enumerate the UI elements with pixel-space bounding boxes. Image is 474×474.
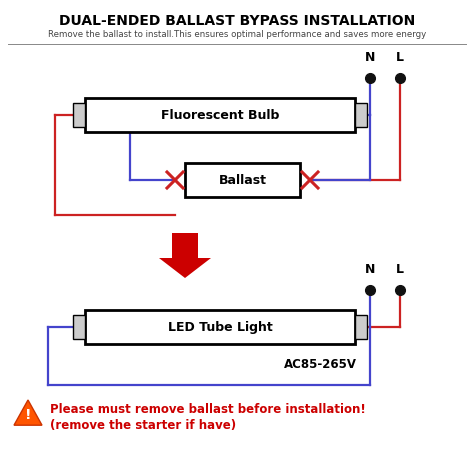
FancyBboxPatch shape bbox=[355, 315, 367, 339]
FancyBboxPatch shape bbox=[73, 103, 85, 127]
FancyBboxPatch shape bbox=[85, 310, 355, 344]
Text: Remove the ballast to install.This ensures optimal performance and saves more en: Remove the ballast to install.This ensur… bbox=[48, 30, 426, 39]
FancyBboxPatch shape bbox=[85, 98, 355, 132]
Text: N: N bbox=[365, 51, 375, 64]
Text: Please must remove ballast before installation!: Please must remove ballast before instal… bbox=[50, 403, 366, 416]
Text: L: L bbox=[396, 51, 404, 64]
FancyBboxPatch shape bbox=[355, 103, 367, 127]
Polygon shape bbox=[14, 400, 42, 425]
Text: (remove the starter if have): (remove the starter if have) bbox=[50, 419, 236, 432]
Text: !: ! bbox=[25, 408, 31, 422]
Text: L: L bbox=[396, 263, 404, 276]
Text: Ballast: Ballast bbox=[219, 173, 266, 186]
Polygon shape bbox=[159, 233, 211, 278]
FancyBboxPatch shape bbox=[73, 315, 85, 339]
Text: N: N bbox=[365, 263, 375, 276]
Text: Fluorescent Bulb: Fluorescent Bulb bbox=[161, 109, 279, 121]
Text: DUAL-ENDED BALLAST BYPASS INSTALLATION: DUAL-ENDED BALLAST BYPASS INSTALLATION bbox=[59, 14, 415, 28]
Text: LED Tube Light: LED Tube Light bbox=[168, 320, 273, 334]
FancyBboxPatch shape bbox=[185, 163, 300, 197]
Text: AC85-265V: AC85-265V bbox=[283, 358, 356, 371]
